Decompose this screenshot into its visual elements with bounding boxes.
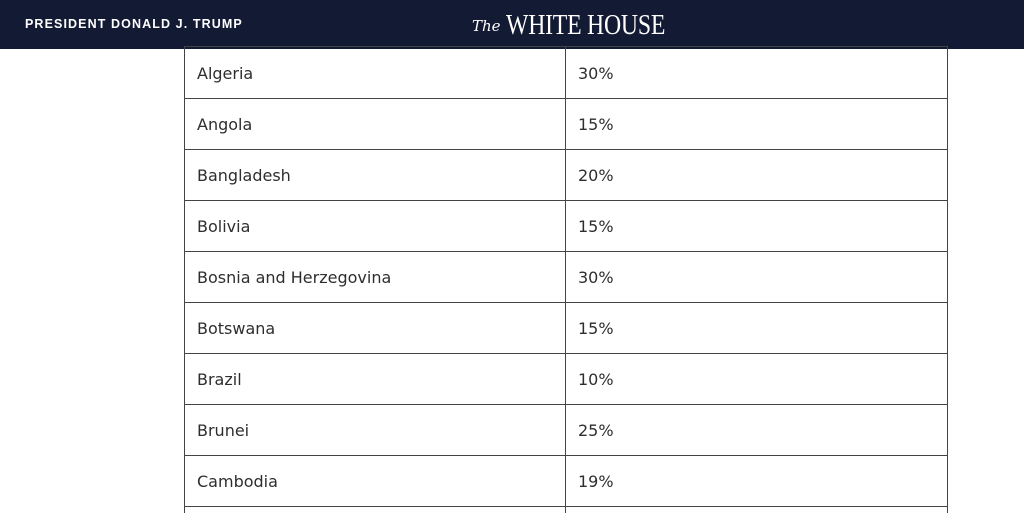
country-cell: Cambodia (184, 455, 566, 507)
rate-cell: 20% (565, 149, 948, 201)
table-row: Angola 15% (184, 98, 948, 150)
table-row: Bosnia and Herzegovina 30% (184, 251, 948, 303)
rate-cell: 15% (565, 200, 948, 252)
table-row-partial (184, 506, 948, 513)
tariff-table-container: Algeria 30% Angola 15% Bangladesh 20% Bo… (184, 46, 948, 513)
country-cell-empty (184, 506, 566, 513)
president-nav-link[interactable]: PRESIDENT DONALD J. TRUMP (25, 17, 243, 31)
country-cell: Botswana (184, 302, 566, 354)
logo-wordmark: WHITE HOUSE (505, 9, 665, 41)
rate-cell: 30% (565, 46, 948, 99)
rate-cell: 25% (565, 404, 948, 456)
table-row: Bolivia 15% (184, 200, 948, 252)
country-cell: Brunei (184, 404, 566, 456)
table-row: Cambodia 19% (184, 455, 948, 507)
rate-cell: 10% (565, 353, 948, 405)
rate-cell: 15% (565, 302, 948, 354)
logo-prefix: The (472, 17, 501, 35)
table-row: Brazil 10% (184, 353, 948, 405)
rate-cell: 19% (565, 455, 948, 507)
table-row: Bangladesh 20% (184, 149, 948, 201)
tariff-table: Algeria 30% Angola 15% Bangladesh 20% Bo… (184, 46, 948, 513)
table-row: Brunei 25% (184, 404, 948, 456)
country-cell: Bangladesh (184, 149, 566, 201)
table-row: Botswana 15% (184, 302, 948, 354)
white-house-logo[interactable]: The WHITE HOUSE (472, 9, 700, 42)
country-cell: Bolivia (184, 200, 566, 252)
country-cell: Brazil (184, 353, 566, 405)
rate-cell: 15% (565, 98, 948, 150)
country-cell: Algeria (184, 46, 566, 99)
site-header: PRESIDENT DONALD J. TRUMP The WHITE HOUSE (0, 0, 1024, 49)
rate-cell-empty (565, 506, 948, 513)
table-row: Algeria 30% (184, 46, 948, 99)
rate-cell: 30% (565, 251, 948, 303)
country-cell: Bosnia and Herzegovina (184, 251, 566, 303)
country-cell: Angola (184, 98, 566, 150)
